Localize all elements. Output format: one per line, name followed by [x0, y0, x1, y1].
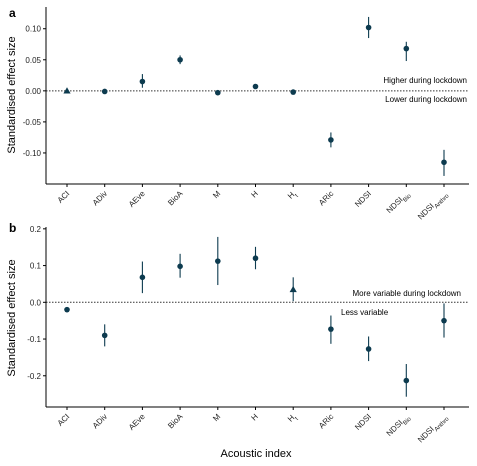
data-point	[215, 89, 221, 96]
y-tick-label: 0.2	[30, 225, 42, 234]
x-tick-label: NDSIBio	[385, 412, 414, 441]
x-tick-label: ADiv	[91, 412, 109, 430]
x-tick-label: ACI	[56, 189, 72, 205]
y-tick-label: 0.00	[25, 87, 41, 96]
data-point	[139, 78, 146, 85]
panel-a-y-axis-title: Standardised effect size	[6, 36, 18, 153]
data-point	[215, 258, 221, 264]
panel-a-letter: a	[9, 6, 16, 20]
x-tick-label: ADiv	[91, 189, 109, 207]
x-tick-label-subscript: Anthro	[434, 193, 451, 210]
x-tick-label: H	[249, 189, 260, 200]
y-tick-label: 0.05	[25, 56, 41, 65]
data-point	[290, 89, 297, 95]
x-tick-label: NDSIBio	[385, 189, 414, 218]
x-tick-label: M	[211, 412, 222, 423]
x-tick-label: NDSIAnthro	[416, 189, 451, 224]
panel-a-annotation-above: Higher during lockdown	[383, 76, 467, 85]
data-point	[101, 332, 108, 339]
x-tick-label: H	[249, 412, 260, 423]
data-point	[252, 83, 259, 90]
data-point	[252, 255, 259, 262]
panel-b-y-axis-title: Standardised effect size	[6, 259, 18, 376]
panel-a-annotation-below: Lower during lockdown	[385, 95, 467, 104]
x-tick-label: AEve	[127, 412, 147, 432]
y-tick-label: -0.05	[23, 118, 42, 127]
y-tick-label: -0.1	[27, 335, 41, 344]
x-tick-label-subscript: t	[294, 416, 300, 422]
data-point	[328, 137, 334, 143]
panel-a-axes	[45, 7, 469, 185]
panel-a-x-ticks: ACI ADiv AEve BioA M H Ht ARic NDSI NDSIBioNDSIAn…	[56, 184, 451, 224]
panel-b-axes	[45, 227, 469, 408]
panel-a: a Standardised effect size 0.10 0.05 0.00 -…	[6, 6, 469, 224]
data-point	[177, 263, 183, 270]
x-tick-label: Ht	[286, 412, 300, 426]
panel-b-letter: b	[9, 221, 16, 235]
data-point	[403, 377, 410, 384]
y-tick-label: -0.2	[27, 372, 41, 381]
x-tick-label: M	[211, 189, 222, 200]
x-tick-label-subscript: Anthro	[434, 416, 451, 433]
x-tick-label: Ht	[286, 189, 300, 203]
data-point	[177, 56, 183, 63]
y-tick-label: 0.0	[30, 298, 42, 307]
data-point	[403, 45, 410, 52]
x-axis-title: Acoustic index	[221, 448, 292, 460]
x-tick-label: BioA	[166, 412, 185, 431]
y-tick-label: -0.10	[23, 149, 42, 158]
panel-a-y-ticks: 0.10 0.05 0.00 -0.05 -0.10	[23, 25, 46, 158]
x-tick-label-subscript: Bio	[402, 416, 413, 427]
data-point-triangle	[289, 285, 297, 293]
x-tick-label: AEve	[127, 189, 147, 209]
x-tick-label: NDSIAnthro	[416, 412, 451, 447]
data-point-triangle	[63, 87, 71, 94]
x-tick-label: ARic	[317, 412, 335, 430]
data-point	[139, 274, 146, 281]
data-point	[365, 346, 372, 352]
x-tick-label-subscript: t	[294, 193, 300, 199]
data-point	[441, 159, 447, 166]
data-point	[441, 317, 447, 324]
data-point	[328, 326, 334, 332]
panel-b-y-ticks: 0.2 0.1 0.0 -0.1 -0.2	[27, 225, 46, 381]
x-tick-label: ARic	[317, 189, 335, 207]
data-point	[64, 306, 70, 313]
panel-b: b Standardised effect size 0.2 0.1 0.0 -0.1…	[6, 221, 469, 447]
x-tick-label: BioA	[166, 189, 185, 208]
panel-b-annotation-above: More variable during lockdown	[353, 289, 462, 298]
data-point	[365, 24, 372, 31]
x-tick-label: NDSI	[353, 189, 373, 209]
y-tick-label: 0.10	[25, 25, 41, 34]
panel-a-marks	[63, 16, 447, 176]
panel-b-x-ticks: ACI ADiv AEve BioA M H Ht ARic NDSI NDSIBioNDSIAn…	[56, 407, 451, 447]
x-tick-label: ACI	[56, 412, 72, 428]
x-tick-label-subscript: Bio	[402, 193, 413, 204]
panel-b-annotation-below: Less variable	[341, 308, 389, 317]
data-point	[101, 88, 108, 95]
y-tick-label: 0.1	[30, 262, 42, 271]
x-tick-label: NDSI	[353, 412, 373, 432]
panel-b-marks	[64, 236, 447, 397]
